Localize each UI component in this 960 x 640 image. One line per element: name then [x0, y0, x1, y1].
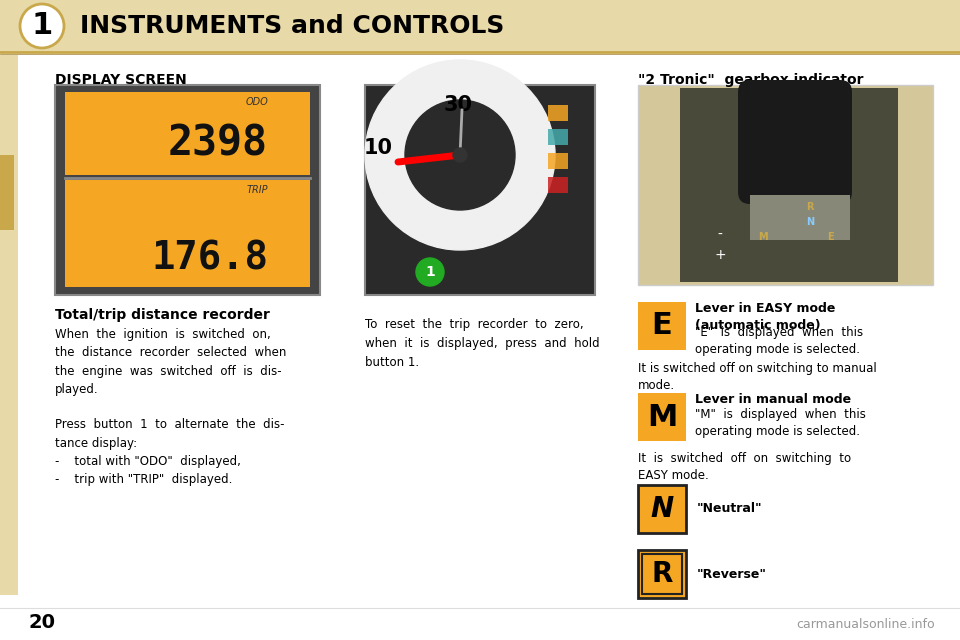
Text: Press  button  1  to  alternate  the  dis-
tance display:
-    total with "ODO" : Press button 1 to alternate the dis- tan…: [55, 418, 284, 486]
FancyBboxPatch shape: [738, 80, 852, 204]
Text: R: R: [651, 560, 673, 588]
Bar: [365, 85, 595, 295]
Text: 1: 1: [32, 12, 53, 40]
Text: 2398: 2398: [168, 122, 268, 164]
Text: Total/trip distance recorder: Total/trip distance recorder: [55, 308, 270, 322]
Text: 1: 1: [425, 265, 435, 279]
Bar: [65, 92, 310, 175]
Bar: [638, 550, 686, 598]
Text: "M"  is  displayed  when  this
operating mode is selected.: "M" is displayed when this operating mod…: [695, 408, 866, 438]
Text: N: N: [650, 495, 674, 523]
Text: +: +: [714, 248, 726, 262]
Bar: [638, 85, 933, 285]
Text: M: M: [758, 232, 768, 242]
Text: 10: 10: [364, 138, 393, 158]
Circle shape: [365, 60, 555, 250]
Bar: [638, 302, 686, 350]
Text: Lever in manual mode: Lever in manual mode: [695, 393, 852, 406]
Text: E: E: [652, 312, 672, 340]
Text: "E"  is  displayed  when  this
operating mode is selected.: "E" is displayed when this operating mod…: [695, 326, 863, 356]
Text: TRIP: TRIP: [247, 185, 268, 195]
Text: "Reverse": "Reverse": [697, 568, 767, 580]
Bar: [548, 105, 568, 121]
Text: "2 Tronic"  gearbox indicator: "2 Tronic" gearbox indicator: [638, 73, 863, 87]
Bar: [638, 393, 686, 441]
Bar: [548, 177, 568, 193]
Circle shape: [453, 148, 467, 162]
Text: ODO: ODO: [245, 97, 268, 107]
Text: M: M: [647, 403, 677, 431]
Bar: [0, 55, 18, 595]
Text: carmanualsonline.info: carmanualsonline.info: [797, 618, 935, 632]
Bar: [548, 153, 568, 169]
Circle shape: [416, 258, 444, 286]
Circle shape: [20, 4, 64, 48]
Bar: [548, 129, 568, 145]
Text: 176.8: 176.8: [151, 240, 268, 278]
Bar: [680, 88, 898, 282]
Text: DISPLAY SCREEN: DISPLAY SCREEN: [55, 73, 187, 87]
Text: 20: 20: [28, 612, 55, 632]
Text: R: R: [806, 202, 814, 212]
Text: It is switched off on switching to manual
mode.: It is switched off on switching to manua…: [638, 362, 876, 392]
Bar: [0, 155, 14, 230]
Bar: [638, 485, 686, 533]
Circle shape: [405, 100, 515, 210]
Text: It  is  switched  off  on  switching  to
EASY mode.: It is switched off on switching to EASY …: [638, 452, 852, 482]
Text: 30: 30: [444, 95, 472, 115]
Bar: [55, 85, 320, 295]
Text: "Neutral": "Neutral": [697, 502, 762, 515]
Bar: [65, 180, 310, 287]
Text: To  reset  the  trip  recorder  to  zero,
when  it  is  displayed,  press  and  : To reset the trip recorder to zero, when…: [365, 318, 600, 369]
Text: E: E: [827, 232, 833, 242]
Text: INSTRUMENTS and CONTROLS: INSTRUMENTS and CONTROLS: [80, 14, 504, 38]
Text: When  the  ignition  is  switched  on,
the  distance  recorder  selected  when
t: When the ignition is switched on, the di…: [55, 328, 286, 397]
Text: -: -: [717, 228, 723, 242]
Bar: [642, 554, 682, 594]
Bar: [0, 0, 960, 52]
Text: Lever in EASY mode
(automatic mode): Lever in EASY mode (automatic mode): [695, 302, 835, 332]
Bar: [750, 195, 850, 240]
Text: N: N: [806, 217, 814, 227]
